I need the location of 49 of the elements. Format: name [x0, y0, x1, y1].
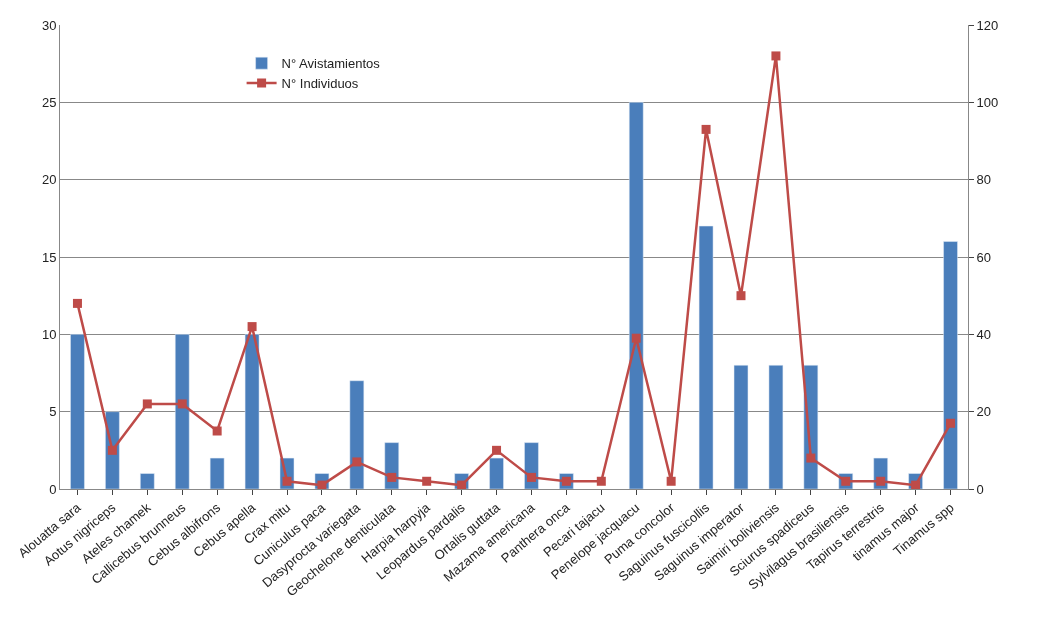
point [771, 51, 781, 61]
bar [698, 225, 714, 489]
point [72, 298, 82, 308]
point [212, 426, 222, 436]
y-tick-label: 15 [41, 249, 57, 265]
y-tick-label: 0 [49, 481, 57, 497]
bar [209, 457, 225, 489]
point [142, 399, 152, 409]
point [631, 333, 641, 343]
bar [349, 380, 365, 489]
point [946, 418, 956, 428]
point [387, 472, 397, 482]
bar [768, 365, 784, 489]
y-tick-label: 30 [41, 17, 57, 33]
point [247, 322, 257, 332]
y2-tick-label: 120 [976, 17, 999, 33]
y2-tick-label: 20 [976, 404, 992, 420]
y-tick-label: 5 [49, 404, 57, 420]
y2-tick-label: 60 [976, 249, 992, 265]
bar [943, 241, 958, 489]
bar [489, 457, 504, 489]
point [282, 476, 292, 486]
y-tick-label: 10 [41, 326, 57, 342]
point [596, 476, 606, 486]
bar [733, 365, 749, 489]
legend-label: N° Avistamientos [281, 56, 381, 72]
bar [140, 473, 155, 489]
legend-label: N° Individuos [281, 76, 359, 92]
point [736, 291, 746, 301]
point [492, 445, 502, 455]
y2-tick-label: 40 [976, 326, 992, 342]
point [422, 476, 432, 486]
point [526, 472, 536, 482]
y2-tick-label: 0 [976, 481, 984, 497]
bar [175, 334, 190, 489]
bar [244, 334, 260, 489]
point [876, 476, 886, 486]
y2-tick-label: 80 [976, 172, 992, 188]
y-tick-label: 20 [41, 172, 57, 188]
point [177, 399, 187, 409]
point [806, 453, 816, 463]
bar [629, 102, 644, 489]
bar [70, 334, 85, 489]
y2-tick-label: 100 [976, 94, 999, 110]
point [107, 445, 117, 455]
point [701, 124, 711, 134]
point [666, 476, 676, 486]
point [352, 457, 362, 467]
y-tick-label: 25 [41, 94, 57, 110]
